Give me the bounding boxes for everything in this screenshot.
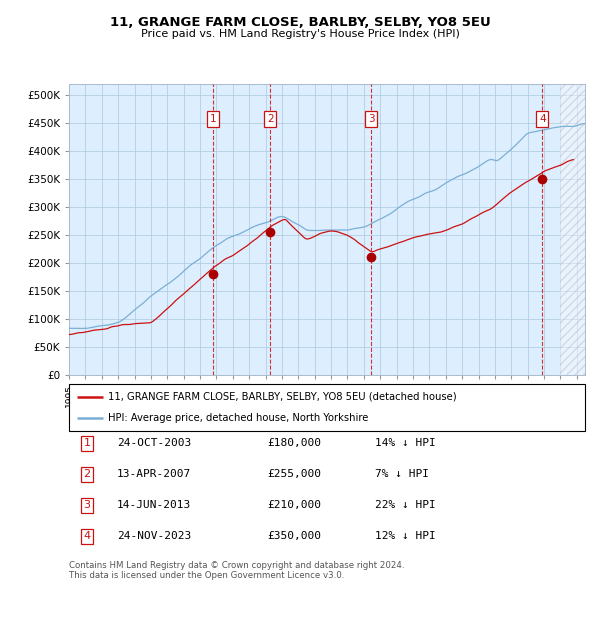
- Text: 7% ↓ HPI: 7% ↓ HPI: [375, 469, 429, 479]
- Text: 2: 2: [267, 114, 274, 124]
- Text: 24-OCT-2003: 24-OCT-2003: [117, 438, 191, 448]
- Text: £180,000: £180,000: [267, 438, 321, 448]
- Text: 14% ↓ HPI: 14% ↓ HPI: [375, 438, 436, 448]
- Text: HPI: Average price, detached house, North Yorkshire: HPI: Average price, detached house, Nort…: [108, 414, 368, 423]
- Bar: [560, 84, 585, 375]
- Text: 1: 1: [210, 114, 217, 124]
- Text: 3: 3: [83, 500, 91, 510]
- Text: £350,000: £350,000: [267, 531, 321, 541]
- Text: Price paid vs. HM Land Registry's House Price Index (HPI): Price paid vs. HM Land Registry's House …: [140, 29, 460, 39]
- Text: £210,000: £210,000: [267, 500, 321, 510]
- Text: 11, GRANGE FARM CLOSE, BARLBY, SELBY, YO8 5EU (detached house): 11, GRANGE FARM CLOSE, BARLBY, SELBY, YO…: [108, 392, 457, 402]
- Text: 1: 1: [83, 438, 91, 448]
- Text: 4: 4: [83, 531, 91, 541]
- Text: 4: 4: [539, 114, 546, 124]
- Text: 22% ↓ HPI: 22% ↓ HPI: [375, 500, 436, 510]
- Text: 14-JUN-2013: 14-JUN-2013: [117, 500, 191, 510]
- Text: £255,000: £255,000: [267, 469, 321, 479]
- Text: 11, GRANGE FARM CLOSE, BARLBY, SELBY, YO8 5EU: 11, GRANGE FARM CLOSE, BARLBY, SELBY, YO…: [110, 16, 490, 29]
- Text: 24-NOV-2023: 24-NOV-2023: [117, 531, 191, 541]
- Text: 13-APR-2007: 13-APR-2007: [117, 469, 191, 479]
- Text: 2: 2: [83, 469, 91, 479]
- Text: 12% ↓ HPI: 12% ↓ HPI: [375, 531, 436, 541]
- Text: Contains HM Land Registry data © Crown copyright and database right 2024.
This d: Contains HM Land Registry data © Crown c…: [69, 561, 404, 580]
- Text: 3: 3: [368, 114, 374, 124]
